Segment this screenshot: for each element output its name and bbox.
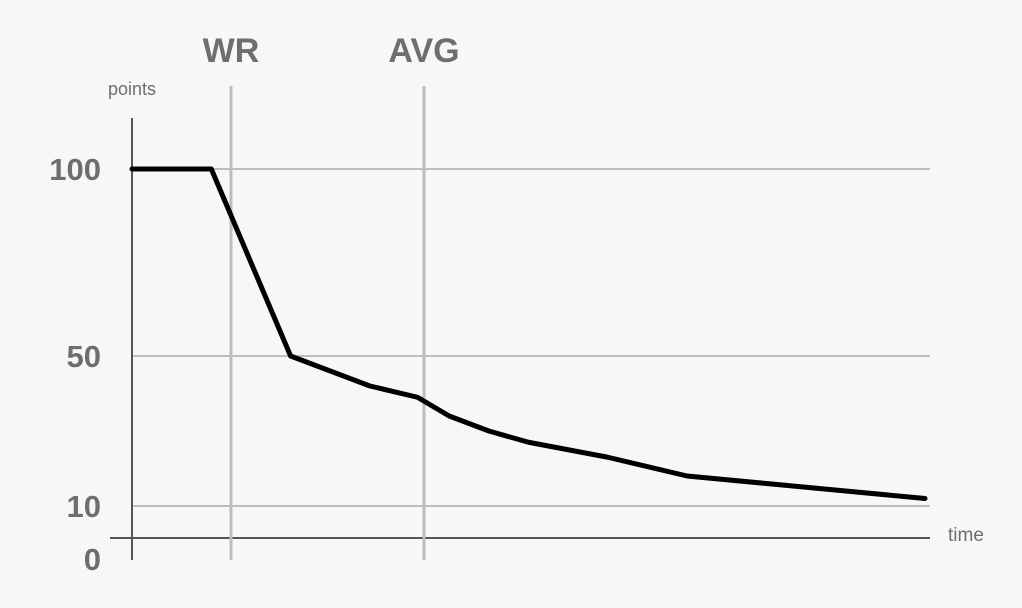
y-tick-label-10: 10 xyxy=(67,489,101,524)
axes xyxy=(110,118,930,560)
gridlines xyxy=(132,168,930,507)
marker-label-avg: AVG xyxy=(388,32,459,70)
markers xyxy=(229,86,426,560)
series xyxy=(129,166,928,501)
series-line xyxy=(129,166,928,501)
y-axis-label: points xyxy=(108,79,156,99)
y-tick-label-100: 100 xyxy=(49,152,101,187)
x-axis-label: time xyxy=(948,525,984,546)
y-tick-label-0: 0 xyxy=(84,542,101,577)
y-tick-label-50: 50 xyxy=(67,339,101,374)
marker-label-wr: WR xyxy=(203,32,260,70)
